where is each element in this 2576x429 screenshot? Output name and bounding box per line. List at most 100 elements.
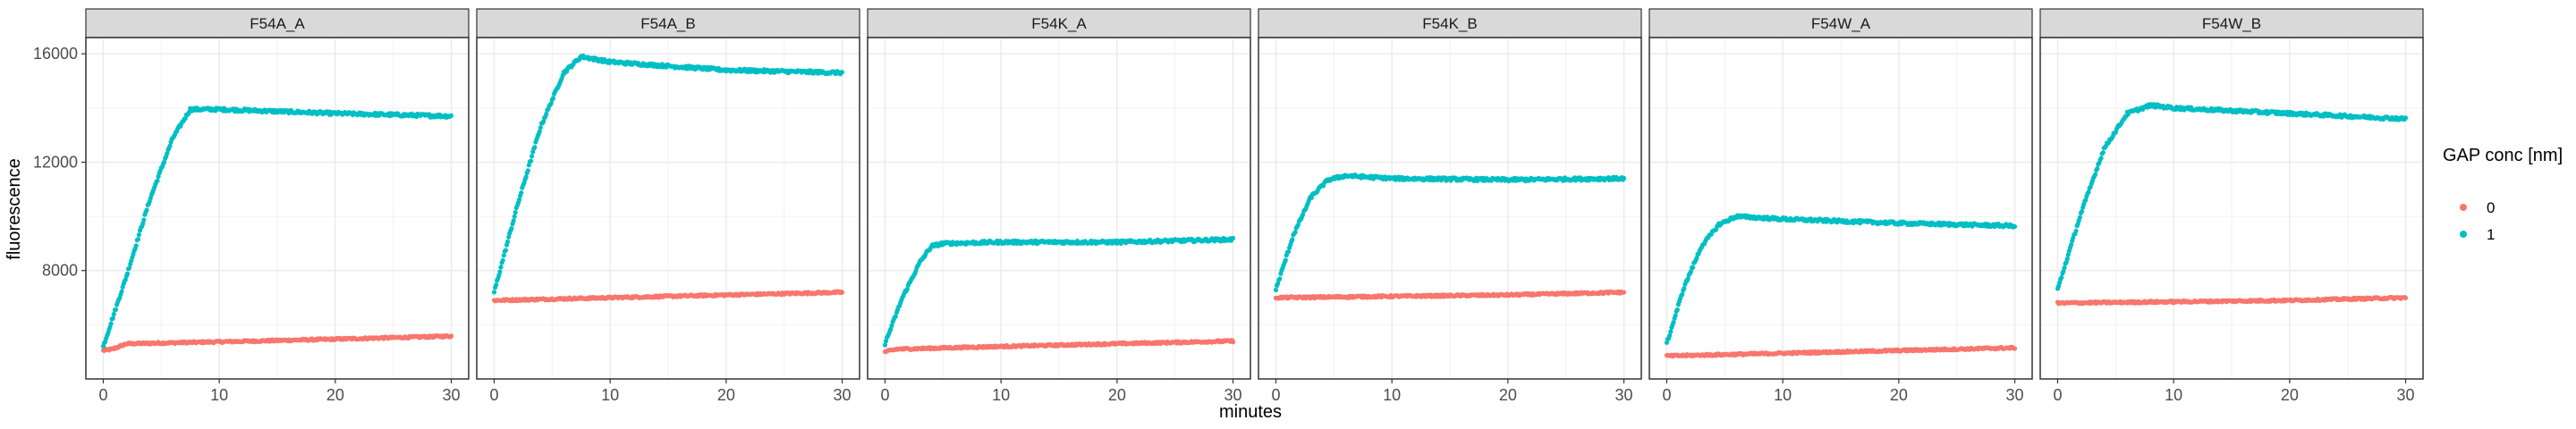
legend-key-1 [2460, 231, 2467, 238]
data-point [1277, 276, 1283, 282]
data-point [119, 289, 124, 294]
data-point [2062, 265, 2067, 271]
data-point [541, 119, 547, 124]
data-point [523, 174, 529, 180]
legend-title: GAP conc [nm] [2443, 146, 2563, 165]
panel-strip [476, 8, 860, 38]
data-point [839, 70, 845, 75]
data-point [141, 217, 147, 223]
data-point [2077, 214, 2082, 220]
data-point [525, 168, 530, 173]
panel-strip-label: F54K_A [1031, 15, 1087, 32]
x-tick-label: 10 [1383, 386, 1401, 404]
data-point [2073, 228, 2079, 233]
data-point [123, 277, 128, 282]
data-point [155, 178, 160, 183]
data-point [528, 158, 534, 164]
data-point [1664, 340, 1670, 345]
panel-strip [2039, 8, 2424, 38]
x-tick-label: 10 [601, 386, 619, 404]
data-point [497, 269, 503, 274]
data-point [491, 290, 497, 295]
data-point [2402, 295, 2409, 300]
y-tick-label: 12000 [33, 153, 78, 171]
data-point [182, 115, 188, 121]
panel-F54K_B: F54K_B 0 10 20 30 [1258, 8, 1642, 404]
data-point [140, 221, 146, 226]
panel-F54W_A: F54W_A 0 10 20 30 [1648, 8, 2033, 404]
x-tick-label: 10 [210, 386, 228, 404]
legend-label-1: 1 [2487, 226, 2495, 243]
panel-strip-label: F54W_A [1811, 15, 1871, 32]
data-point [108, 321, 114, 326]
data-point [133, 243, 139, 248]
data-point [509, 226, 514, 231]
panel-strip [1648, 8, 2033, 38]
x-tick-label: 20 [2281, 386, 2299, 404]
data-point [1230, 235, 1236, 241]
data-point [550, 96, 556, 101]
data-point [110, 315, 115, 321]
data-point [1283, 257, 1288, 263]
data-point [124, 271, 131, 276]
legend-key-0 [2460, 204, 2467, 211]
data-point [448, 113, 454, 118]
x-axis-title: minutes [1219, 402, 1282, 422]
x-tick-label: 0 [880, 386, 889, 404]
series-0-points [2055, 294, 2409, 307]
data-point [1285, 249, 1292, 255]
x-tick-label: 10 [1774, 386, 1792, 404]
data-point [2012, 223, 2018, 230]
x-tick-label: 30 [834, 386, 852, 404]
data-point [2095, 166, 2100, 172]
data-point [1674, 307, 1680, 313]
panel-strip-label: F54A_A [250, 15, 305, 32]
series-1-points [1273, 172, 1627, 292]
data-point [111, 311, 116, 317]
series-0-points [491, 289, 845, 304]
panel-strip [85, 8, 470, 38]
data-point [511, 218, 516, 223]
x-tick-label: 30 [2006, 386, 2024, 404]
y-axis-title: fluorescence [4, 158, 24, 259]
data-point [1688, 269, 1694, 274]
y-tick-label: 16000 [33, 45, 78, 63]
data-point [500, 257, 505, 263]
legend-label-0: 0 [2487, 199, 2495, 216]
series-1-points [491, 53, 845, 295]
data-point [2069, 242, 2074, 248]
x-tick-label: 0 [489, 386, 498, 404]
series-1-points [1664, 213, 2018, 345]
data-point [503, 248, 509, 253]
x-tick-label: 10 [2165, 386, 2182, 404]
data-point [532, 145, 538, 150]
series-0-points [1664, 344, 2018, 359]
data-point [161, 159, 167, 165]
data-point [1273, 287, 1279, 292]
x-tick-label: 30 [1224, 386, 1242, 404]
data-point [1275, 281, 1281, 286]
data-point [888, 326, 894, 332]
data-point [1671, 320, 1676, 325]
panel-F54A_B: F54A_B 0 10 20 30 [476, 8, 860, 404]
x-tick-label: 30 [1615, 386, 1633, 404]
data-point [103, 339, 108, 345]
data-point [2012, 346, 2018, 351]
panel-border [85, 37, 470, 380]
data-point [113, 307, 119, 312]
panel-border [476, 37, 860, 380]
data-point [537, 129, 542, 134]
series-0-points [882, 338, 1236, 355]
x-tick-label: 20 [326, 386, 344, 404]
data-point [1680, 291, 1685, 297]
data-point [498, 265, 504, 270]
panel-border [1258, 37, 1642, 380]
data-point [548, 101, 554, 106]
data-point [544, 111, 549, 117]
x-tick-label: 0 [1662, 386, 1671, 404]
data-point [136, 232, 141, 238]
data-point [2402, 115, 2409, 121]
data-point [526, 163, 532, 168]
x-tick-label: 10 [992, 386, 1010, 404]
panel-strip-label: F54W_B [2202, 15, 2261, 32]
